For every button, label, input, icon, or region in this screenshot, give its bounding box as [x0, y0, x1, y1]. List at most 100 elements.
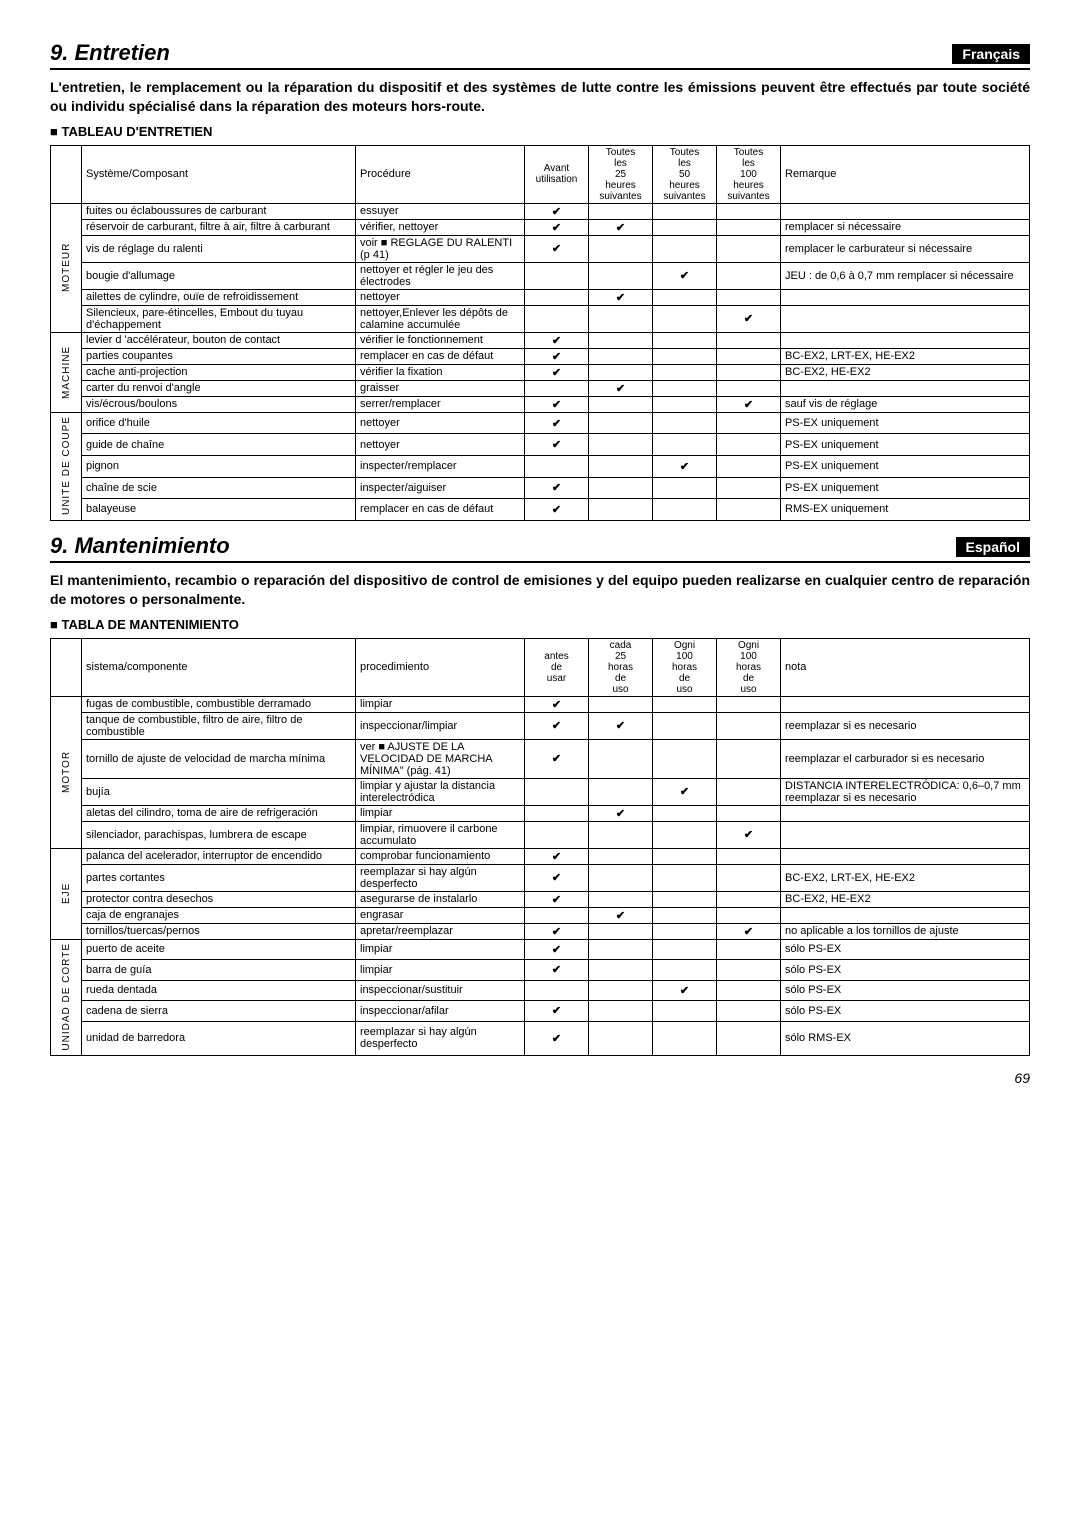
- check-cell: ✔: [717, 821, 781, 848]
- cell-system: barra de guía: [82, 960, 356, 981]
- table-row: parties coupantesremplacer en cas de déf…: [51, 348, 1030, 364]
- cell-procedure: limpiar: [356, 960, 525, 981]
- hdr-procedure: Procédure: [356, 145, 525, 203]
- cell-system: palanca del acelerador, interruptor de e…: [82, 848, 356, 864]
- check-cell: [717, 696, 781, 712]
- check-cell: [525, 380, 589, 396]
- table-row: caja de engranajesengrasar✔: [51, 907, 1030, 923]
- check-cell: ✔: [653, 455, 717, 477]
- check-cell: ✔: [525, 864, 589, 891]
- category-unit: UNITE DE COUPE: [51, 412, 82, 520]
- cell-note: BC-EX2, LRT-EX, HE-EX2: [781, 864, 1030, 891]
- check-cell: [653, 412, 717, 434]
- cell-note: BC-EX2, LRT-EX, HE-EX2: [781, 348, 1030, 364]
- cell-procedure: inspeccionar/sustituir: [356, 980, 525, 1001]
- table-row: tornillo de ajuste de velocidad de march…: [51, 739, 1030, 778]
- check-cell: [653, 891, 717, 907]
- cell-note: [781, 380, 1030, 396]
- check-cell: [589, 455, 653, 477]
- category-unit: UNIDAD DE CORTE: [51, 939, 82, 1056]
- cell-procedure: reemplazar si hay algún desperfecto: [356, 864, 525, 891]
- cell-procedure: nettoyer et régler le jeu des électrodes: [356, 262, 525, 289]
- check-cell: [717, 203, 781, 219]
- check-cell: ✔: [589, 907, 653, 923]
- cell-note: DISTANCIA INTERELECTRÓDICA: 0,6–0,7 mm r…: [781, 778, 1030, 805]
- lang-badge-fr: Français: [952, 44, 1030, 64]
- cell-system: silenciador, parachispas, lumbrera de es…: [82, 821, 356, 848]
- cell-procedure: inspecter/remplacer: [356, 455, 525, 477]
- check-cell: ✔: [525, 923, 589, 939]
- check-cell: [653, 348, 717, 364]
- check-cell: [717, 864, 781, 891]
- cell-procedure: limpiar: [356, 696, 525, 712]
- cell-procedure: essuyer: [356, 203, 525, 219]
- cell-procedure: limpiar: [356, 805, 525, 821]
- table-row: MOTEURfuites ou éclaboussures de carbura…: [51, 203, 1030, 219]
- check-cell: [589, 396, 653, 412]
- hdr-before: Avantutilisation: [525, 145, 589, 203]
- check-cell: ✔: [525, 364, 589, 380]
- check-cell: [717, 805, 781, 821]
- check-cell: ✔: [525, 1021, 589, 1056]
- check-cell: [653, 364, 717, 380]
- table-row: pignoninspecter/remplacer✔PS-EX uniqueme…: [51, 455, 1030, 477]
- section-title-es: 9. Mantenimiento: [50, 533, 230, 561]
- cell-procedure: inspeccionar/limpiar: [356, 712, 525, 739]
- check-cell: [717, 434, 781, 456]
- check-cell: [589, 305, 653, 332]
- check-cell: ✔: [525, 1001, 589, 1022]
- table-row: Silencieux, pare-étincelles, Embout du t…: [51, 305, 1030, 332]
- check-cell: [525, 262, 589, 289]
- check-cell: [589, 412, 653, 434]
- hdr-50: Ogni100horasdeuso: [653, 638, 717, 696]
- check-cell: ✔: [525, 499, 589, 521]
- cell-system: cadena de sierra: [82, 1001, 356, 1022]
- cell-note: [781, 848, 1030, 864]
- cell-system: orifice d'huile: [82, 412, 356, 434]
- check-cell: [653, 848, 717, 864]
- check-cell: [653, 696, 717, 712]
- check-cell: [589, 1021, 653, 1056]
- cell-note: BC-EX2, HE-EX2: [781, 364, 1030, 380]
- cell-system: fuites ou éclaboussures de carburant: [82, 203, 356, 219]
- cell-procedure: reemplazar si hay algún desperfecto: [356, 1021, 525, 1056]
- table-row: guide de chaînenettoyer✔PS-EX uniquement: [51, 434, 1030, 456]
- cell-procedure: comprobar funcionamiento: [356, 848, 525, 864]
- check-cell: [653, 434, 717, 456]
- table-row: unidad de barredorareemplazar si hay alg…: [51, 1021, 1030, 1056]
- cell-system: bougie d'allumage: [82, 262, 356, 289]
- cell-system: tornillos/tuercas/pernos: [82, 923, 356, 939]
- check-cell: ✔: [525, 848, 589, 864]
- hdr-note: Remarque: [781, 145, 1030, 203]
- table-row: barra de guíalimpiar✔sólo PS-EX: [51, 960, 1030, 981]
- cell-note: BC-EX2, HE-EX2: [781, 891, 1030, 907]
- hdr-note: nota: [781, 638, 1030, 696]
- check-cell: [717, 712, 781, 739]
- check-cell: [717, 1001, 781, 1022]
- check-cell: [653, 203, 717, 219]
- check-cell: ✔: [525, 434, 589, 456]
- check-cell: ✔: [525, 203, 589, 219]
- check-cell: [525, 805, 589, 821]
- cell-procedure: nettoyer: [356, 289, 525, 305]
- cell-system: fugas de combustible, combustible derram…: [82, 696, 356, 712]
- cell-procedure: apretar/reemplazar: [356, 923, 525, 939]
- cell-procedure: limpiar, rimuovere il carbone accumulato: [356, 821, 525, 848]
- check-cell: [589, 203, 653, 219]
- check-cell: [589, 1001, 653, 1022]
- cell-note: sólo RMS-EX: [781, 1021, 1030, 1056]
- section-header-es: 9. Mantenimiento Español: [50, 533, 1030, 563]
- check-cell: ✔: [525, 412, 589, 434]
- check-cell: [589, 821, 653, 848]
- check-cell: [589, 499, 653, 521]
- cell-system: protector contra desechos: [82, 891, 356, 907]
- check-cell: [717, 262, 781, 289]
- cell-note: [781, 332, 1030, 348]
- cell-system: parties coupantes: [82, 348, 356, 364]
- table-row: MOTORfugas de combustible, combustible d…: [51, 696, 1030, 712]
- check-cell: ✔: [717, 396, 781, 412]
- cell-procedure: remplacer en cas de défaut: [356, 499, 525, 521]
- table-row: UNIDAD DE CORTEpuerto de aceitelimpiar✔s…: [51, 939, 1030, 960]
- check-cell: [589, 848, 653, 864]
- check-cell: ✔: [525, 332, 589, 348]
